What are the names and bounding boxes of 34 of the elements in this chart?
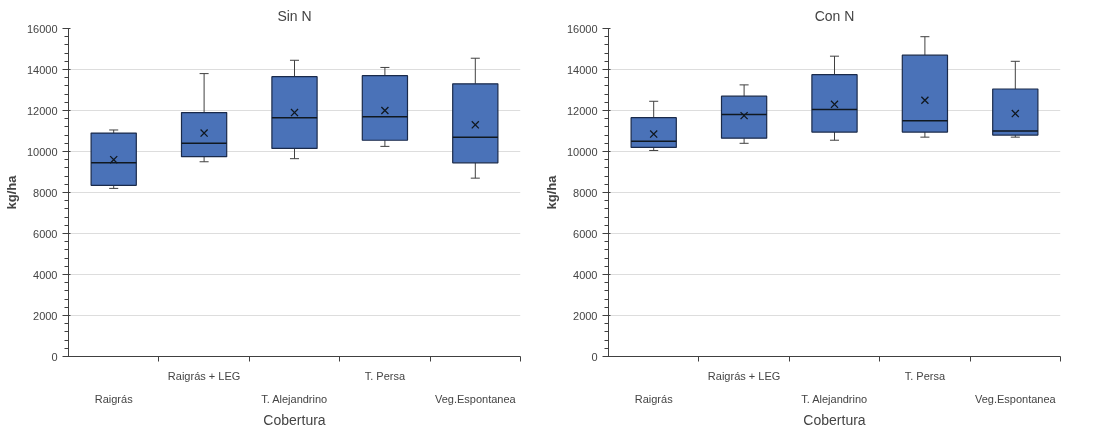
y-tick-label: 6000: [573, 227, 598, 240]
y-tick-label: 2000: [573, 309, 598, 322]
x-tick-label: Veg.Espontanea: [974, 392, 1057, 405]
y-tick-label: 8000: [33, 186, 58, 199]
x-tick-label: T. Persa: [364, 369, 406, 382]
x-tick-label: Raigrás + LEG: [707, 369, 781, 382]
x-axis-title: Cobertura: [803, 411, 866, 428]
y-tick-label: 12000: [566, 104, 598, 117]
y-tick-label: 10000: [26, 145, 58, 158]
y-tick-label: 0: [51, 350, 58, 363]
x-tick-label: T. Alejandrino: [261, 392, 328, 405]
x-tick-label: Raigrás: [634, 392, 674, 405]
y-tick-label: 16000: [26, 22, 58, 35]
x-axis-title: Cobertura: [263, 411, 326, 428]
chart-title: Con N: [814, 7, 855, 24]
y-tick-label: 6000: [33, 227, 58, 240]
x-tick-label: T. Alejandrino: [801, 392, 868, 405]
y-tick-label: 2000: [33, 309, 58, 322]
y-axis-title: kg/ha: [3, 174, 19, 210]
y-tick-label: 0: [591, 350, 598, 363]
y-tick-label: 4000: [33, 268, 58, 281]
x-tick-label: Raigrás + LEG: [167, 369, 241, 382]
x-tick-label: T. Persa: [904, 369, 946, 382]
y-tick-label: 8000: [573, 186, 598, 199]
y-tick-label: 16000: [566, 22, 598, 35]
chart-title: Sin N: [277, 7, 312, 24]
y-tick-label: 4000: [573, 268, 598, 281]
x-tick-label: Raigrás: [94, 392, 134, 405]
y-tick-label: 10000: [566, 145, 598, 158]
y-tick-label: 14000: [26, 63, 58, 76]
y-tick-label: 14000: [566, 63, 598, 76]
y-axis-title: kg/ha: [543, 174, 559, 210]
y-tick-label: 12000: [26, 104, 58, 117]
x-tick-label: Veg.Espontanea: [434, 392, 517, 405]
